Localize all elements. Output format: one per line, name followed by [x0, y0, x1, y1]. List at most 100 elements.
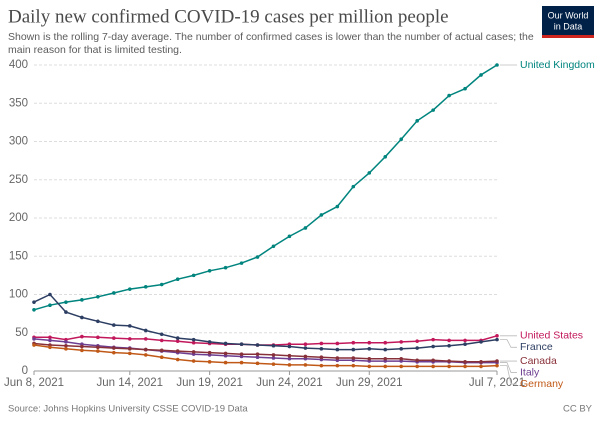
- data-point: [80, 334, 84, 339]
- data-point: [319, 347, 324, 351]
- data-point: [447, 93, 451, 98]
- data-point: [351, 347, 356, 352]
- data-point: [127, 324, 132, 328]
- data-point: [335, 341, 340, 346]
- series-line: [33, 293, 498, 351]
- data-point: [287, 356, 292, 361]
- label-connector: [500, 362, 517, 373]
- data-point: [287, 344, 292, 349]
- data-point: [287, 363, 292, 367]
- series-label: Italy: [520, 366, 540, 378]
- source: Source: Johns Hopkins University CSSE CO…: [8, 404, 248, 415]
- license: CC BY: [563, 404, 593, 415]
- data-point: [207, 268, 212, 273]
- data-point: [479, 364, 483, 369]
- data-point: [191, 340, 196, 345]
- series-line: [33, 64, 498, 311]
- data-point: [335, 347, 340, 352]
- data-point: [383, 340, 388, 345]
- data-point: [127, 287, 132, 291]
- data-point: [175, 336, 180, 340]
- data-point: [431, 364, 435, 369]
- data-point: [351, 363, 356, 368]
- series-label: United Kingdom: [520, 59, 595, 71]
- y-tick-label: 200: [9, 212, 28, 224]
- x-tick-label: Jul 7, 2021: [469, 377, 525, 389]
- data-point: [112, 336, 116, 340]
- data-point: [159, 332, 164, 337]
- data-point: [495, 359, 499, 363]
- data-point: [447, 359, 451, 363]
- data-point: [48, 345, 52, 350]
- data-point: [80, 315, 84, 320]
- data-point: [351, 340, 356, 345]
- chart-subtitle: main reason for that is limited testing.: [8, 44, 182, 56]
- data-point: [463, 360, 467, 364]
- data-point: [159, 338, 164, 343]
- data-point: [96, 294, 100, 299]
- data-point: [159, 282, 164, 287]
- data-point: [191, 337, 196, 342]
- data-point: [383, 347, 388, 352]
- data-point: [175, 357, 180, 362]
- label-connector: [500, 365, 517, 385]
- y-tick-label: 50: [15, 327, 28, 339]
- data-point: [271, 244, 276, 249]
- data-point: [191, 350, 196, 354]
- y-tick-label: 300: [9, 136, 28, 148]
- data-point: [175, 349, 180, 353]
- data-point: [80, 344, 84, 349]
- logo-text: Our World: [548, 10, 589, 20]
- data-point: [112, 323, 116, 327]
- data-point: [48, 338, 52, 343]
- data-point: [96, 345, 100, 350]
- y-tick-label: 250: [9, 174, 28, 186]
- data-point: [351, 356, 356, 360]
- data-point: [335, 204, 340, 209]
- data-point: [287, 353, 292, 358]
- data-point: [32, 343, 36, 347]
- data-point: [239, 360, 244, 365]
- data-point: [319, 341, 324, 346]
- data-point: [479, 360, 483, 364]
- data-point: [495, 63, 499, 67]
- data-point: [303, 342, 308, 347]
- data-point: [479, 73, 483, 77]
- data-point: [415, 119, 419, 123]
- data-point: [48, 303, 52, 308]
- x-tick-label: Jun 19, 2021: [176, 377, 243, 389]
- data-point: [463, 86, 467, 91]
- data-point: [112, 291, 116, 295]
- data-point: [191, 273, 196, 278]
- data-point: [399, 347, 404, 351]
- data-point: [319, 363, 324, 368]
- data-point: [255, 255, 260, 259]
- data-point: [64, 310, 68, 314]
- chart-subtitle: Shown is the rolling 7-day average. The …: [8, 31, 534, 43]
- data-point: [239, 261, 244, 265]
- data-point: [447, 338, 451, 343]
- data-point: [175, 277, 180, 282]
- data-point: [64, 340, 68, 344]
- data-point: [143, 285, 148, 289]
- x-tick-label: Jun 29, 2021: [336, 377, 403, 389]
- data-point: [48, 335, 52, 340]
- data-point: [399, 137, 404, 142]
- logo-bar: [542, 35, 594, 38]
- data-point: [207, 360, 212, 364]
- data-point: [431, 108, 435, 112]
- data-point: [255, 352, 260, 356]
- data-point: [431, 344, 435, 349]
- data-point: [32, 308, 36, 312]
- data-point: [80, 298, 84, 302]
- data-point: [143, 328, 148, 333]
- data-point: [271, 343, 276, 348]
- data-point: [319, 213, 324, 217]
- y-tick-label: 400: [9, 59, 28, 71]
- data-point: [303, 226, 308, 230]
- data-point: [367, 171, 372, 175]
- y-tick-label: 150: [9, 250, 28, 262]
- data-point: [495, 363, 499, 368]
- data-point: [287, 234, 292, 239]
